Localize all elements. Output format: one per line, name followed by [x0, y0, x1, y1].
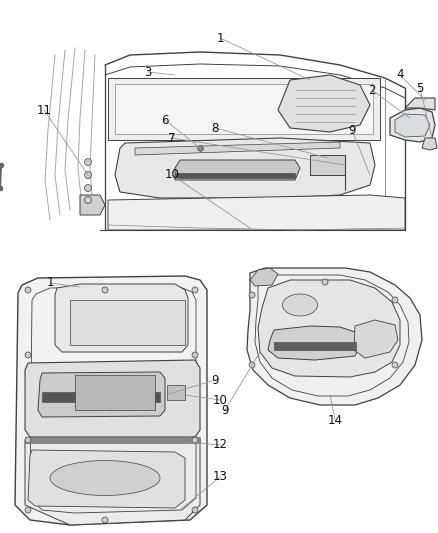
Polygon shape	[25, 437, 200, 443]
Circle shape	[392, 297, 398, 303]
Text: 7: 7	[168, 132, 176, 144]
Circle shape	[25, 437, 31, 443]
Polygon shape	[70, 300, 185, 345]
Polygon shape	[274, 342, 356, 350]
Polygon shape	[247, 268, 422, 405]
Circle shape	[85, 172, 92, 179]
Polygon shape	[38, 372, 165, 417]
Text: 2: 2	[368, 84, 376, 96]
Text: 8: 8	[211, 122, 219, 134]
Polygon shape	[390, 108, 435, 142]
Ellipse shape	[283, 294, 318, 316]
Text: 14: 14	[328, 414, 343, 426]
Polygon shape	[115, 138, 375, 198]
Text: 11: 11	[36, 103, 52, 117]
Text: 10: 10	[212, 393, 227, 407]
Polygon shape	[55, 284, 188, 352]
Text: 6: 6	[161, 114, 169, 126]
Polygon shape	[25, 440, 200, 525]
Polygon shape	[278, 75, 370, 132]
Polygon shape	[167, 385, 185, 400]
Polygon shape	[258, 280, 400, 377]
Circle shape	[392, 362, 398, 368]
Ellipse shape	[50, 461, 160, 496]
Text: 10: 10	[165, 168, 180, 182]
Text: 1: 1	[216, 31, 224, 44]
Polygon shape	[28, 450, 185, 508]
Circle shape	[192, 287, 198, 293]
Polygon shape	[15, 276, 207, 525]
Circle shape	[249, 362, 255, 368]
Polygon shape	[75, 375, 155, 410]
Text: 9: 9	[211, 374, 219, 386]
Polygon shape	[108, 195, 405, 230]
Circle shape	[102, 517, 108, 523]
Polygon shape	[405, 98, 435, 110]
Polygon shape	[268, 326, 360, 360]
Circle shape	[85, 184, 92, 191]
Circle shape	[85, 158, 92, 166]
Polygon shape	[354, 320, 398, 358]
Polygon shape	[175, 173, 295, 178]
Polygon shape	[395, 114, 430, 137]
Text: 13: 13	[212, 471, 227, 483]
Text: 3: 3	[144, 66, 152, 78]
Circle shape	[322, 279, 328, 285]
Circle shape	[25, 507, 31, 513]
Text: 4: 4	[396, 69, 404, 82]
Circle shape	[192, 352, 198, 358]
Circle shape	[85, 197, 92, 204]
Polygon shape	[80, 195, 105, 215]
Circle shape	[25, 352, 31, 358]
Text: 5: 5	[416, 82, 424, 94]
Polygon shape	[25, 360, 200, 437]
Text: 1: 1	[46, 277, 54, 289]
Circle shape	[102, 287, 108, 293]
Polygon shape	[310, 155, 345, 175]
Polygon shape	[422, 138, 437, 150]
Text: 9: 9	[348, 124, 356, 136]
Polygon shape	[108, 78, 380, 140]
Polygon shape	[115, 84, 373, 134]
Circle shape	[249, 292, 255, 298]
Circle shape	[192, 437, 198, 443]
Polygon shape	[250, 268, 278, 286]
Circle shape	[25, 287, 31, 293]
Text: 9: 9	[221, 403, 229, 416]
Circle shape	[192, 507, 198, 513]
Polygon shape	[42, 392, 160, 402]
Polygon shape	[175, 160, 300, 180]
Polygon shape	[135, 142, 340, 155]
Text: 12: 12	[212, 439, 227, 451]
